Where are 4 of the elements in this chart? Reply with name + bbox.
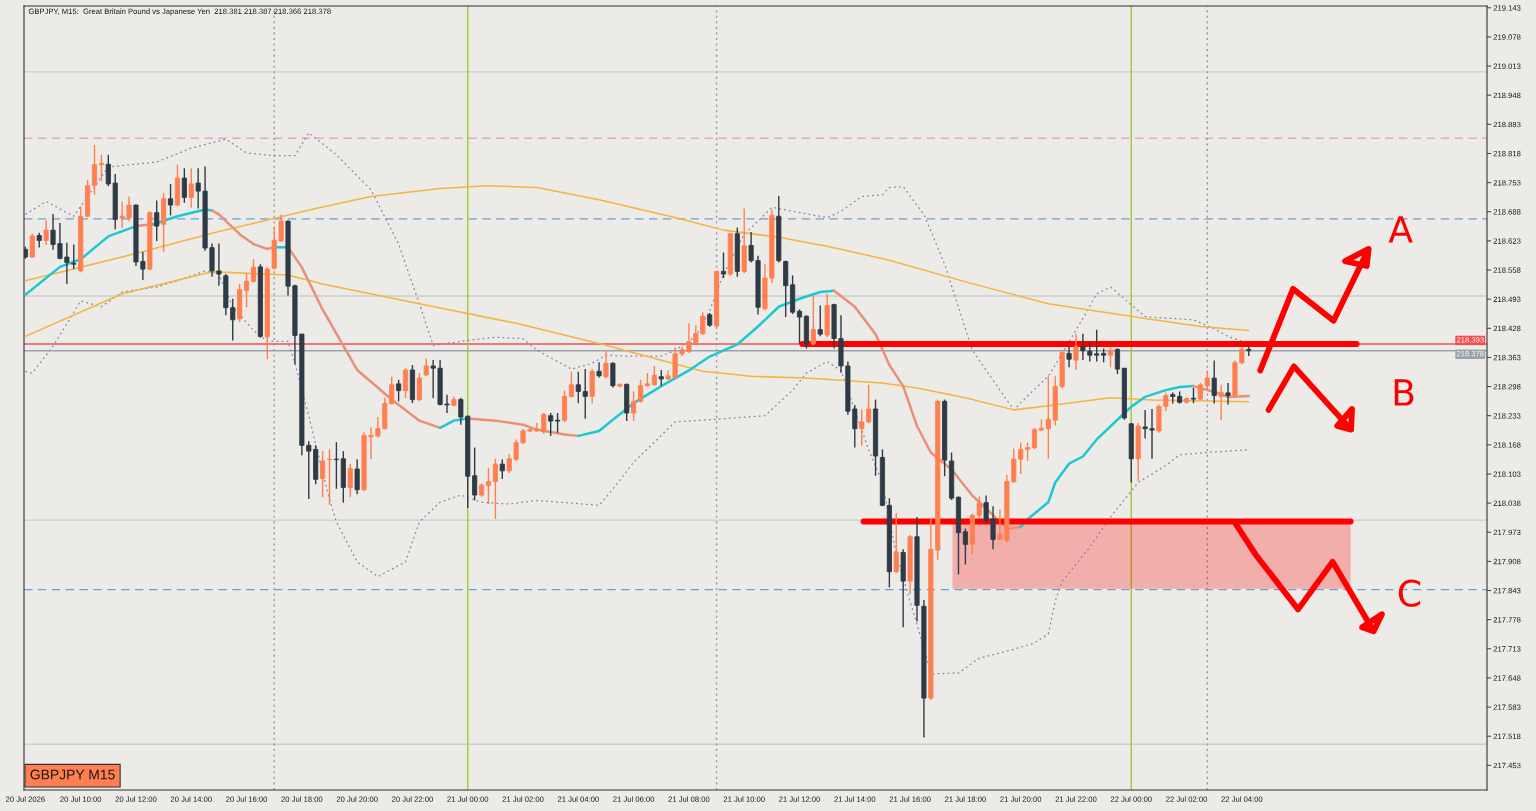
- annotation: C: [1398, 579, 1421, 607]
- annotation: A: [1388, 216, 1413, 243]
- text: GBPJPY M15: [30, 769, 115, 780]
- annotation: B: [1394, 379, 1414, 406]
